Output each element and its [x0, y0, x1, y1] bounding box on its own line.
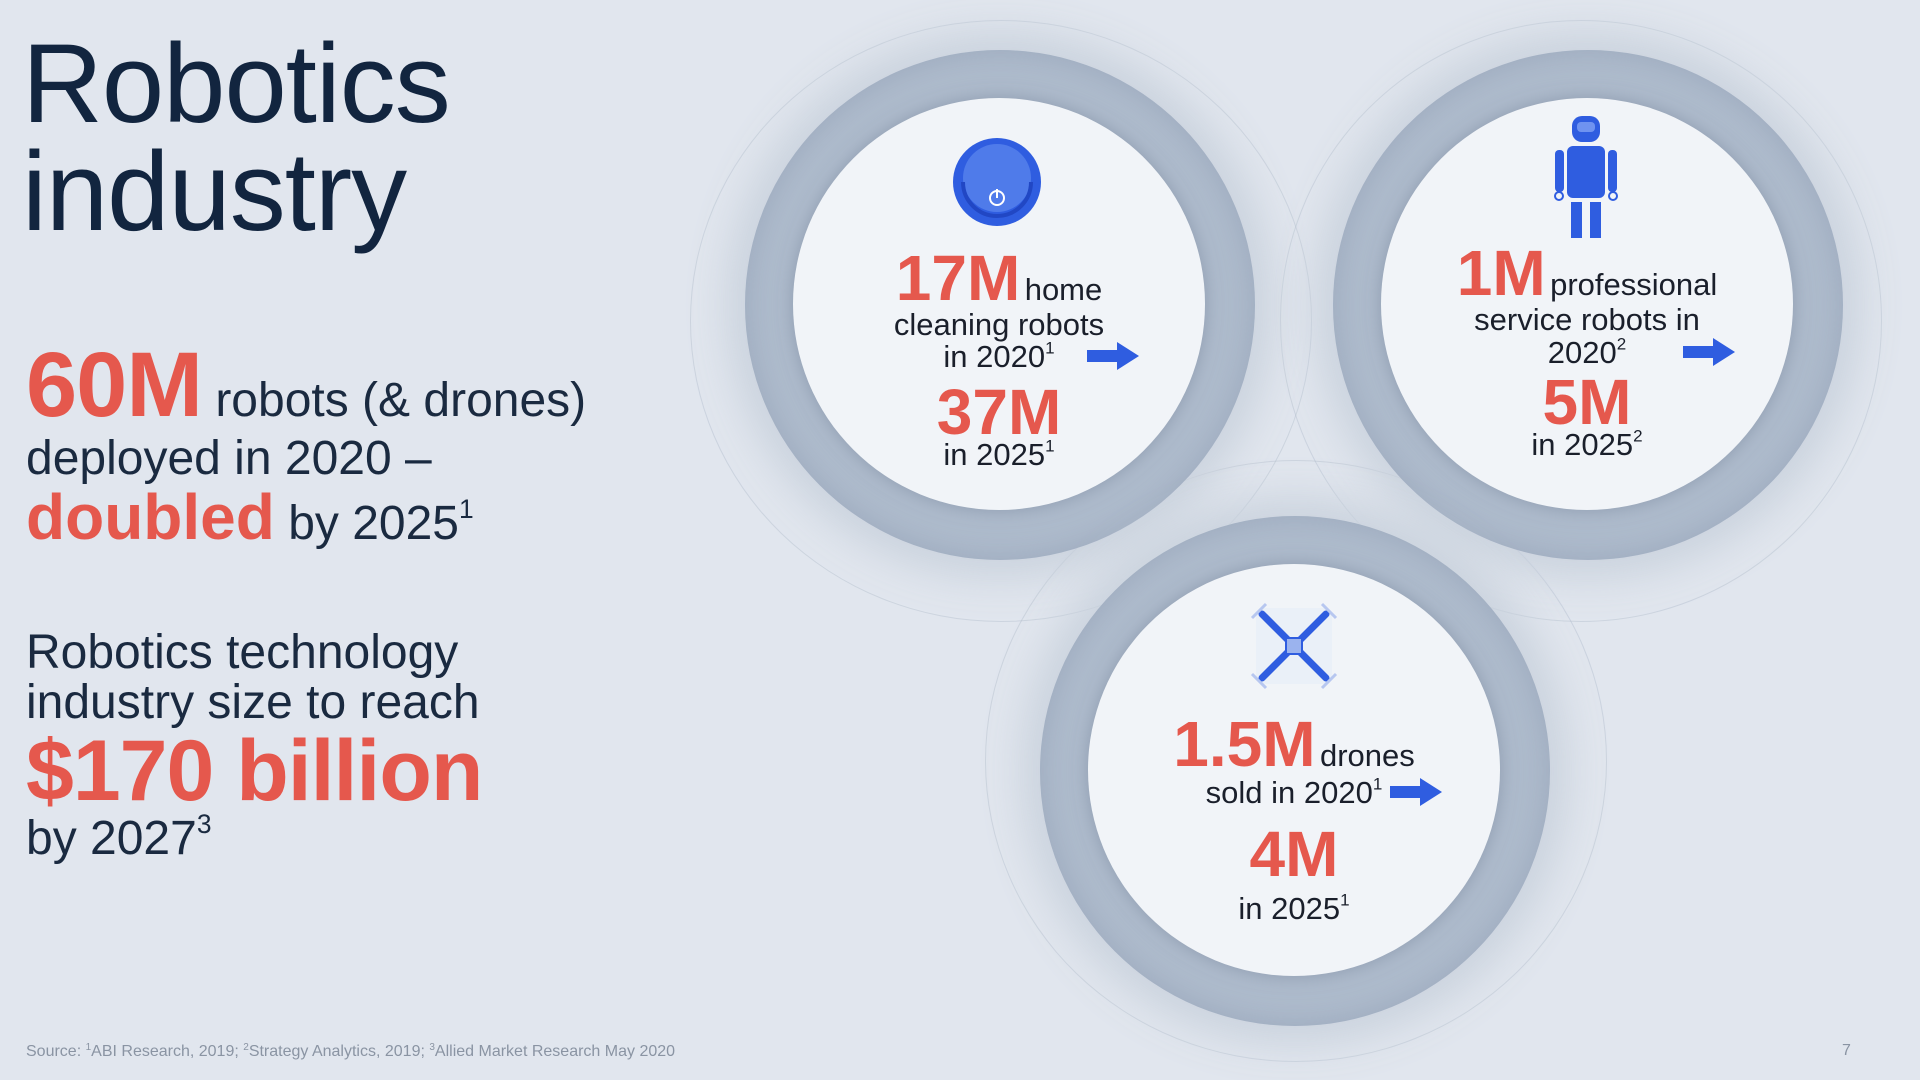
footnote-marker: 1	[459, 493, 474, 524]
robots-deployed-text-1: robots (& drones)	[215, 374, 587, 427]
title-line-1: Robotics	[22, 21, 451, 146]
robots-deployed-stat: 60M robots (& drones) deployed in 2020 –…	[26, 339, 726, 553]
drones-line-3: 4M	[1088, 822, 1500, 886]
source-item-1: ABI Research, 2019;	[91, 1043, 244, 1060]
home-cleaning-value-2025: 37M	[936, 376, 1062, 448]
professional-service-label-3: 2020	[1547, 335, 1617, 370]
drones-line-4: in 20251	[1088, 890, 1500, 926]
home-cleaning-value-2020: 17M	[895, 242, 1021, 314]
drones-label-1: drones	[1319, 738, 1415, 773]
industry-size-value: $170 billion	[26, 723, 483, 819]
footnote-marker: 1	[1045, 338, 1055, 358]
industry-size-text-1: Robotics technology	[26, 626, 459, 679]
home-cleaning-line-4: 37M	[793, 380, 1205, 444]
drones-label-4: in 2025	[1238, 891, 1341, 926]
source-prefix: Source:	[26, 1043, 86, 1060]
home-cleaning-label-1: home	[1024, 272, 1103, 307]
home-cleaning-circle: 17M home cleaning robots in 20201 37M in…	[793, 98, 1205, 510]
drones-line-2: sold in 20201	[1088, 774, 1500, 810]
robot-figure-icon	[1554, 116, 1618, 238]
professional-service-line-4: 5M	[1381, 370, 1793, 434]
industry-size-text-2: industry size to reach	[26, 676, 480, 729]
home-cleaning-label-2: cleaning robots	[893, 307, 1105, 342]
footnote-marker: 2	[1616, 334, 1627, 354]
professional-service-label-4: in 2025	[1531, 427, 1634, 462]
footnote-marker: 2	[243, 1042, 249, 1053]
drones-value-2025: 4M	[1249, 818, 1339, 890]
home-cleaning-label-3: in 2020	[943, 339, 1046, 374]
footnote-marker: 1	[85, 1042, 92, 1053]
source-item-2: Strategy Analytics, 2019;	[248, 1043, 430, 1060]
drones-label-2: sold in 2020	[1205, 775, 1373, 810]
home-cleaning-label-4: in 2025	[943, 437, 1046, 472]
robot-vacuum-icon	[953, 138, 1041, 226]
professional-service-value-2025: 5M	[1542, 366, 1632, 438]
footnote-marker: 1	[1340, 890, 1350, 910]
drones-circle: 1.5M drones sold in 20201 4M in 20251	[1088, 564, 1500, 976]
source-item-3: Allied Market Research May 2020	[434, 1043, 676, 1060]
footnote-marker: 2	[1633, 426, 1643, 446]
footnote-marker: 1	[1372, 774, 1383, 794]
home-cleaning-line-1: 17M home	[793, 246, 1205, 310]
professional-service-label-1: professional	[1550, 267, 1718, 302]
robots-deployed-value: 60M	[26, 334, 203, 436]
home-cleaning-line-3: in 20201	[793, 338, 1205, 374]
drones-line-1: 1.5M drones	[1088, 712, 1500, 776]
arrow-right-icon	[1087, 342, 1139, 370]
professional-service-value-2020: 1M	[1456, 237, 1546, 309]
industry-size-stat: Robotics technology industry size to rea…	[26, 628, 726, 864]
robots-deployed-text-2: deployed in 2020 –	[26, 432, 432, 485]
robots-doubled-emphasis: doubled	[26, 481, 275, 553]
title-line-2: industry	[22, 129, 407, 254]
robots-deployed-text-3: by 2025	[288, 497, 459, 550]
professional-service-circle: 1M professional service robots in 20202 …	[1381, 98, 1793, 510]
footnote-marker: 3	[429, 1042, 435, 1053]
professional-service-line-1: 1M professional	[1381, 241, 1793, 305]
footnote-marker: 1	[1045, 436, 1055, 456]
page-number: 7	[1842, 1042, 1851, 1059]
drones-value-2020: 1.5M	[1173, 708, 1316, 780]
professional-service-label-2: service robots in	[1474, 302, 1700, 337]
drone-icon	[1250, 602, 1338, 690]
page-title: Robotics industry	[22, 28, 451, 248]
professional-service-line-5: in 20252	[1381, 426, 1793, 462]
arrow-right-icon	[1683, 338, 1735, 366]
arrow-right-icon	[1390, 778, 1442, 806]
professional-service-line-3: 20202	[1381, 334, 1793, 370]
footnote-marker: 3	[196, 808, 212, 839]
source-citation: Source: 1ABI Research, 2019; 2Strategy A…	[26, 1042, 675, 1061]
home-cleaning-line-5: in 20251	[793, 436, 1205, 472]
industry-size-text-3: by 2027	[26, 812, 197, 865]
